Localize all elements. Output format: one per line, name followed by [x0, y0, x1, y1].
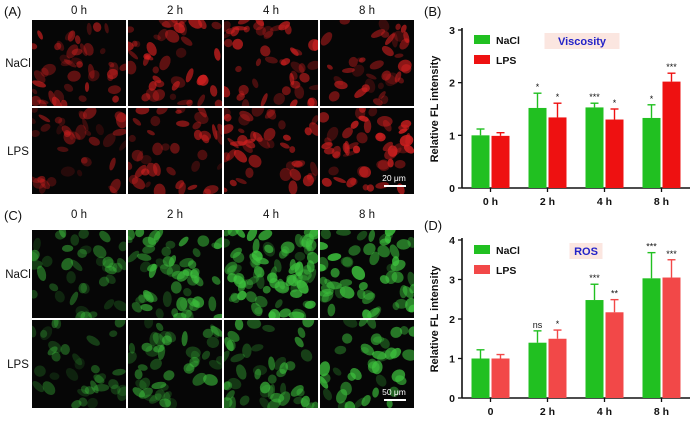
- bar-lps-0: [491, 135, 510, 188]
- column-header-8h: 8 h: [359, 5, 375, 17]
- legend-swatch-lps: [474, 55, 490, 64]
- significance-marker: ***: [646, 242, 657, 252]
- panel-d-label: (D): [424, 218, 442, 233]
- legend-label-nacl: NaCl: [496, 245, 520, 257]
- significance-marker: ***: [589, 273, 600, 283]
- bar-lps-3: [662, 277, 681, 398]
- micrograph-nacl-2h: [128, 20, 222, 106]
- x-tick-label: 0: [488, 406, 494, 418]
- column-header-2h: 2 h: [167, 209, 183, 221]
- chart-title: ROS: [574, 246, 598, 258]
- significance-marker: ns: [533, 320, 543, 330]
- bar-nacl-3: [642, 117, 661, 188]
- legend-swatch-nacl: [474, 35, 490, 44]
- micrograph-lps-4h: [224, 320, 318, 408]
- y-axis-title: Relative FL intensity: [429, 55, 441, 163]
- bar-nacl-0: [471, 358, 490, 398]
- row-header-nacl: NaCl: [5, 58, 31, 70]
- legend-swatch-lps: [474, 265, 490, 274]
- significance-marker: *: [556, 92, 560, 102]
- y-tick-label: 1: [449, 130, 455, 142]
- chart-title-background: [569, 243, 603, 259]
- column-header-8h: 8 h: [359, 209, 375, 221]
- micrograph-lps-4h: [224, 108, 318, 194]
- panel-b-label: (B): [424, 4, 441, 19]
- panel-c-label: (C): [4, 208, 22, 223]
- y-tick-label: 1: [449, 354, 455, 366]
- y-axis-title: Relative FL intensity: [429, 265, 441, 373]
- micrograph-nacl-0h: [32, 230, 126, 318]
- micrograph-nacl-0h: [32, 20, 126, 106]
- micrograph-nacl-2h: [128, 230, 222, 318]
- significance-marker: ***: [589, 92, 600, 102]
- y-tick-label: 2: [449, 78, 455, 90]
- y-tick-label: 0: [449, 393, 455, 405]
- micrograph-lps-8h: [320, 320, 414, 408]
- micrograph-panel-c: 0 h 2 h 4 h 8 h NaCl LPS 50 μm: [5, 209, 414, 408]
- bar-nacl-2: [585, 107, 604, 188]
- y-tick-label: 0: [449, 183, 455, 195]
- row-header-nacl: NaCl: [5, 269, 31, 281]
- y-tick-label: 3: [449, 275, 455, 287]
- bar-lps-2: [605, 119, 624, 188]
- bar-lps-1: [548, 117, 567, 188]
- column-header-4h: 4 h: [263, 209, 279, 221]
- significance-marker: *: [556, 319, 560, 329]
- panel-a-label: (A): [4, 4, 21, 19]
- significance-marker: *: [536, 82, 540, 92]
- significance-marker: *: [650, 94, 654, 104]
- chart-title: Viscosity: [558, 36, 607, 48]
- micrograph-nacl-8h: [320, 230, 414, 318]
- column-header-2h: 2 h: [167, 5, 183, 17]
- y-tick-label: 3: [449, 25, 455, 37]
- x-tick-label: 4 h: [597, 406, 612, 418]
- column-header-4h: 4 h: [263, 5, 279, 17]
- micrograph-lps-0h: [32, 320, 126, 408]
- legend-swatch-nacl: [474, 245, 490, 254]
- x-tick-label: 0 h: [483, 196, 498, 208]
- significance-marker: *: [613, 98, 617, 108]
- row-header-lps: LPS: [7, 146, 29, 158]
- chart-title-background: [544, 33, 620, 49]
- scale-bar-label: 20 μm: [382, 173, 406, 183]
- bar-nacl-2: [585, 300, 604, 398]
- column-header-0h: 0 h: [71, 5, 87, 17]
- x-tick-label: 2 h: [540, 196, 555, 208]
- micrograph-lps-8h: [320, 108, 414, 194]
- legend-label-nacl: NaCl: [496, 35, 520, 47]
- significance-marker: ***: [666, 249, 677, 259]
- micrograph-nacl-4h: [224, 230, 318, 318]
- bar-nacl-1: [528, 342, 547, 398]
- y-tick-label: 2: [449, 314, 455, 326]
- legend-label-lps: LPS: [496, 265, 516, 277]
- bar-lps-1: [548, 338, 567, 398]
- micrograph-nacl-4h: [224, 20, 318, 106]
- micrograph-nacl-8h: [320, 20, 414, 106]
- micrograph-lps-2h: [128, 108, 222, 194]
- bar-lps-2: [605, 312, 624, 398]
- scale-bar-label: 50 μm: [382, 387, 406, 397]
- legend-label-lps: LPS: [496, 55, 516, 67]
- bar-lps-3: [662, 81, 681, 188]
- micrograph-panel-a: 0 h 2 h 4 h 8 h NaCl LPS 20 μm: [5, 5, 414, 194]
- significance-marker: **: [611, 289, 619, 299]
- x-tick-label: 2 h: [540, 406, 555, 418]
- x-tick-label: 4 h: [597, 196, 612, 208]
- x-tick-label: 8 h: [654, 196, 669, 208]
- row-header-lps: LPS: [7, 359, 29, 371]
- micrograph-lps-0h: [32, 108, 126, 194]
- column-header-0h: 0 h: [71, 209, 87, 221]
- significance-marker: ***: [666, 62, 677, 72]
- bar-nacl-1: [528, 107, 547, 188]
- micrograph-lps-2h: [128, 320, 222, 408]
- x-tick-label: 8 h: [654, 406, 669, 418]
- y-tick-label: 4: [449, 235, 455, 247]
- bar-lps-0: [491, 358, 510, 398]
- bar-nacl-3: [642, 278, 661, 398]
- bar-nacl-0: [471, 135, 490, 188]
